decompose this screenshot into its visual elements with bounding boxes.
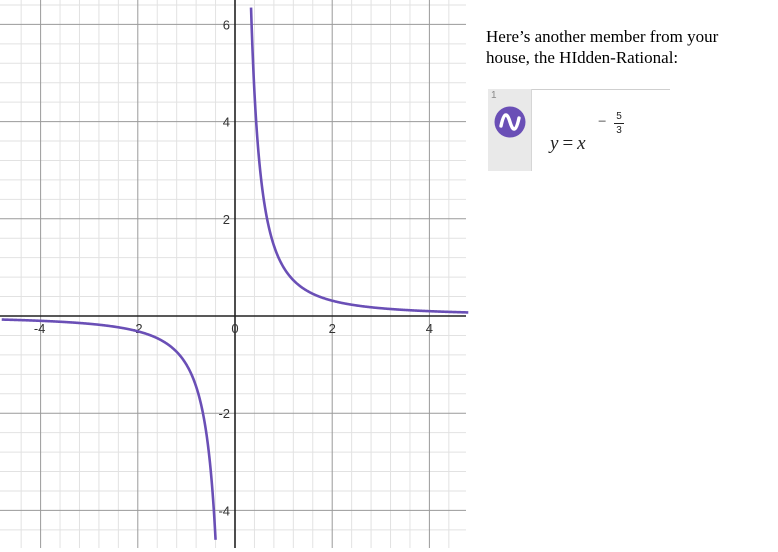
tick-labels: -4 -2 0 2 4 -4 -2 2 4 6 [34, 17, 433, 518]
exponent-numerator: 5 [616, 111, 622, 122]
caption-line-1: Here’s another member from your [486, 27, 719, 46]
graph-canvas[interactable]: -4 -2 0 2 4 -4 -2 2 4 6 [0, 0, 470, 552]
fraction-bar [614, 123, 624, 124]
caption: Here’s another member from your house, t… [486, 26, 771, 68]
formula-variable: x [577, 133, 586, 154]
x-tick-label: 0 [231, 321, 238, 336]
formula-equals: = [562, 133, 574, 154]
minor-grid [0, 0, 466, 548]
x-tick-label: 2 [329, 321, 336, 336]
caption-line-2: house, the HIdden-Rational: [486, 48, 679, 67]
formula-lhs: y [550, 133, 559, 154]
expression-index: 1 [491, 90, 497, 101]
exponent-denominator: 3 [616, 125, 622, 136]
y-tick-label: 4 [223, 115, 230, 130]
desmos-wave-icon[interactable] [494, 106, 526, 138]
curve-branch-positive [249, 7, 470, 314]
y-tick-label: 6 [223, 17, 230, 32]
y-tick-label: 2 [223, 212, 230, 227]
formula-base: y = x [550, 133, 586, 155]
major-grid [0, 0, 466, 548]
axes [0, 0, 466, 548]
y-tick-label: -2 [218, 406, 230, 421]
expression-panel[interactable]: 1 y = x − 5 3 [488, 89, 670, 171]
expression-divider [532, 89, 670, 90]
curves [0, 7, 470, 540]
x-tick-label: -4 [34, 321, 46, 336]
exponent-sign: − [598, 114, 607, 130]
expression-gutter[interactable]: 1 [488, 89, 532, 171]
y-tick-label: -4 [218, 503, 230, 518]
x-tick-label: 4 [426, 321, 433, 336]
x-tick-label: -2 [131, 321, 143, 336]
exponent-fraction: 5 3 [614, 111, 624, 136]
curve-branch-negative [0, 318, 217, 540]
